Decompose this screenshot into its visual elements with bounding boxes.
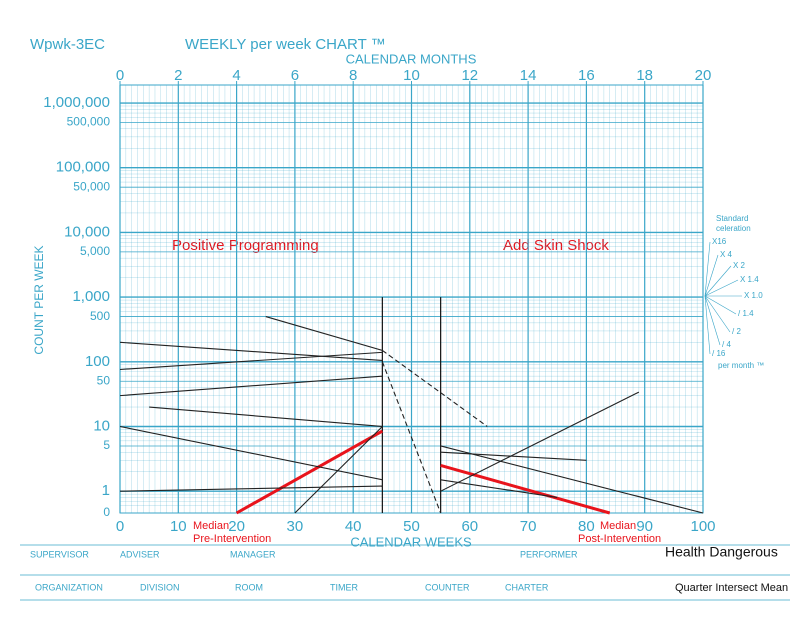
chart-title: WEEKLY per week CHART ™	[185, 36, 386, 53]
footer-field: DIVISION	[140, 582, 180, 592]
y-tick-label: 50,000	[73, 179, 110, 193]
series-line	[119, 341, 383, 361]
footer-field: TIMER	[330, 582, 358, 592]
y-tick-label: 10	[93, 417, 110, 434]
x-tick-label: 70	[520, 518, 537, 535]
celeration-label: / 4	[722, 340, 731, 349]
y-tick-label: 100	[85, 353, 110, 370]
x2-tick-label: 16	[578, 67, 595, 84]
annotation: Add Skin Shock	[503, 237, 609, 254]
y-tick-label: 50	[97, 373, 111, 387]
x2-tick-label: 12	[461, 67, 478, 84]
x2-tick-label: 2	[174, 67, 182, 84]
y-tick-label: 500,000	[67, 115, 111, 129]
celeration-label: X16	[712, 237, 727, 246]
series-line	[440, 445, 704, 514]
series-line	[265, 316, 383, 351]
x2-tick-label: 4	[232, 67, 240, 84]
footer-field: MANAGER	[230, 549, 276, 559]
x-axis-label: CALENDAR WEEKS	[350, 534, 472, 549]
x-tick-label: 20	[228, 518, 245, 535]
footer-field: COUNTER	[425, 582, 470, 592]
series-line	[440, 463, 611, 515]
series-line	[149, 406, 383, 428]
y-tick-label: 500	[90, 309, 110, 323]
x2-tick-label: 10	[403, 67, 420, 84]
celeration-unit: per month ™	[718, 361, 764, 370]
footer-note: Quarter Intersect Mean	[675, 582, 788, 594]
y-axis-label: COUNT PER WEEK	[32, 245, 46, 354]
celeration-ray	[704, 295, 731, 333]
y-tick-label: 5	[103, 438, 110, 452]
series-line	[119, 485, 383, 492]
x2-tick-label: 20	[695, 67, 712, 84]
series-line	[235, 429, 384, 515]
y-tick-label: 1,000	[72, 288, 110, 305]
footer-note: Health Dangerous	[665, 544, 778, 560]
series-line	[294, 426, 383, 514]
celeration-label: / 2	[732, 327, 741, 336]
x-tick-label: 0	[116, 518, 124, 535]
series-line	[440, 479, 558, 498]
celeration-label: / 1.4	[738, 309, 754, 318]
footer-field: PERFORMER	[520, 549, 578, 559]
x-tick-label: 100	[690, 518, 715, 535]
y-tick-label: 5,000	[80, 244, 110, 258]
footer-field: ROOM	[235, 582, 263, 592]
celeration-ray	[704, 295, 721, 346]
celeration-label: X 2	[733, 261, 746, 270]
celeration-ray	[704, 241, 711, 297]
celeration-title: celeration	[716, 224, 751, 233]
footer-field: SUPERVISOR	[30, 549, 89, 559]
celeration-ray	[704, 295, 711, 355]
footer-field: CHARTER	[505, 582, 549, 592]
y-tick-label: 0	[103, 505, 110, 519]
celeration-ray	[704, 295, 737, 315]
chart-code: Wpwk-3EC	[30, 36, 105, 53]
celeration-ray	[704, 254, 719, 297]
annotation: Median	[193, 520, 229, 532]
x2-axis-label: CALENDAR MONTHS	[346, 51, 477, 66]
series-line	[381, 361, 442, 514]
x2-tick-label: 14	[520, 67, 537, 84]
x2-tick-label: 6	[291, 67, 299, 84]
series-line	[382, 349, 488, 427]
x2-tick-label: 18	[636, 67, 653, 84]
celeration-label: X 4	[720, 250, 733, 259]
x-tick-label: 80	[578, 518, 595, 535]
celeration-ray	[704, 265, 732, 297]
x-tick-label: 60	[461, 518, 478, 535]
series-line	[440, 391, 640, 492]
annotation: Post-Intervention	[578, 533, 661, 545]
footer-field: ADVISER	[120, 549, 160, 559]
series-line	[119, 425, 383, 481]
annotation: Positive Programming	[172, 237, 319, 254]
series-line	[440, 451, 587, 461]
y-tick-label: 1,000,000	[43, 94, 110, 111]
x-tick-label: 30	[287, 518, 304, 535]
celeration-ray	[704, 279, 739, 297]
x-tick-label: 10	[170, 518, 187, 535]
x-tick-label: 40	[345, 518, 362, 535]
annotation: Median	[600, 520, 636, 532]
y-tick-label: 10,000	[64, 223, 110, 240]
footer-field: ORGANIZATION	[35, 582, 103, 592]
x-tick-label: 50	[403, 518, 420, 535]
celeration-title: Standard	[716, 214, 748, 223]
x2-tick-label: 0	[116, 67, 124, 84]
celeration-label: X 1.0	[744, 291, 763, 300]
y-tick-label: 100,000	[56, 159, 110, 176]
series-line	[119, 351, 383, 371]
y-tick-label: 1	[102, 482, 110, 499]
annotation: Pre-Intervention	[193, 533, 271, 545]
celeration-label: X 1.4	[740, 275, 759, 284]
x2-tick-label: 8	[349, 67, 357, 84]
celeration-label: / 16	[712, 349, 726, 358]
series-line	[119, 375, 383, 397]
x-tick-label: 90	[636, 518, 653, 535]
